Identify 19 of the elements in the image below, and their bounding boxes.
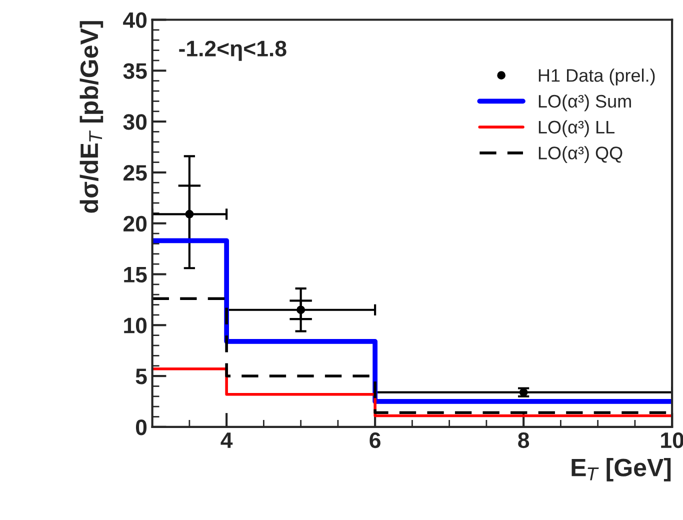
legend-label: LO(α³) Sum [538, 94, 631, 112]
y-tick-label: 40 [123, 12, 147, 28]
y-tick-label: 25 [124, 164, 147, 181]
legend-label: LO(α³) LL [538, 120, 614, 138]
y-tick-label: 15 [124, 267, 147, 283]
y-tick-label: 0 [136, 419, 147, 436]
y-tick-label: 10 [124, 318, 147, 334]
annotation: -1.2<η<1.8 [179, 40, 286, 61]
x-tick-label: 8 [518, 432, 530, 448]
x-axis-title: E$_{T}$ [GeV] [572, 458, 671, 482]
y-tick-label: 35 [123, 63, 147, 79]
y-tick-label: 30 [123, 114, 147, 130]
legend-label: LO(α³) QQ [538, 146, 622, 163]
y-tick-label: 5 [136, 368, 147, 384]
x-tick-label: 4 [220, 432, 233, 448]
y-tick-label: 20 [124, 216, 147, 232]
y-axis-title: dσ/dE$_{T}$ [pb/GeV] [80, 21, 104, 213]
legend-label: H1 Data (prel.) [538, 68, 655, 86]
x-tick-label: 6 [370, 432, 380, 448]
